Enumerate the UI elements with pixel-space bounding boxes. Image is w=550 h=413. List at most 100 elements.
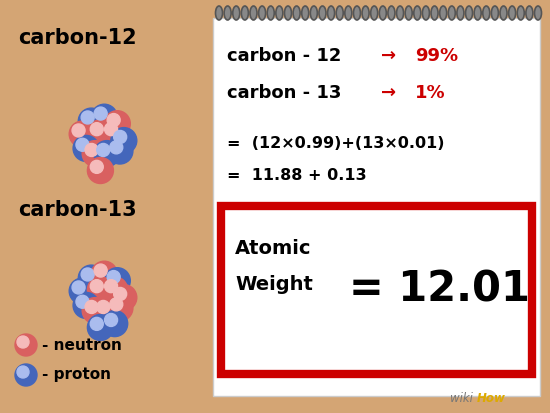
Ellipse shape: [422, 6, 430, 20]
Ellipse shape: [371, 6, 378, 20]
Ellipse shape: [414, 6, 421, 20]
Ellipse shape: [276, 6, 283, 20]
Ellipse shape: [319, 6, 326, 20]
Circle shape: [87, 120, 113, 146]
Circle shape: [107, 295, 133, 321]
Ellipse shape: [267, 6, 274, 20]
Circle shape: [73, 135, 99, 161]
Text: - proton: - proton: [42, 368, 111, 382]
Circle shape: [90, 317, 103, 330]
Ellipse shape: [302, 6, 309, 20]
Ellipse shape: [439, 6, 447, 20]
Circle shape: [94, 107, 107, 120]
Circle shape: [15, 364, 37, 386]
Circle shape: [104, 313, 118, 326]
Ellipse shape: [258, 6, 266, 20]
Circle shape: [87, 277, 113, 303]
Text: carbon - 13: carbon - 13: [227, 84, 342, 102]
Circle shape: [94, 140, 120, 166]
Circle shape: [76, 295, 89, 308]
Circle shape: [94, 298, 120, 324]
Circle shape: [78, 108, 104, 134]
Circle shape: [78, 265, 104, 291]
Circle shape: [102, 277, 128, 303]
Ellipse shape: [448, 6, 455, 20]
FancyBboxPatch shape: [221, 206, 532, 374]
Ellipse shape: [224, 6, 231, 20]
Circle shape: [73, 292, 99, 318]
Circle shape: [69, 278, 95, 304]
Text: How: How: [477, 392, 506, 405]
Text: wiki: wiki: [450, 392, 473, 405]
Circle shape: [87, 315, 113, 340]
Ellipse shape: [457, 6, 464, 20]
Text: =  (12×0.99)+(13×0.01): = (12×0.99)+(13×0.01): [227, 135, 444, 150]
Circle shape: [81, 111, 94, 124]
Text: 1%: 1%: [415, 84, 446, 102]
Text: Atomic: Atomic: [235, 238, 311, 257]
Circle shape: [15, 334, 37, 356]
Circle shape: [85, 143, 98, 157]
Ellipse shape: [336, 6, 343, 20]
Ellipse shape: [310, 6, 317, 20]
Circle shape: [102, 311, 128, 337]
Ellipse shape: [517, 6, 524, 20]
Ellipse shape: [535, 6, 542, 20]
Circle shape: [91, 104, 117, 130]
Text: - neutron: - neutron: [42, 337, 122, 353]
Circle shape: [114, 131, 126, 143]
Circle shape: [76, 138, 89, 151]
Circle shape: [17, 336, 29, 348]
Ellipse shape: [233, 6, 240, 20]
Text: carbon-12: carbon-12: [18, 28, 136, 48]
Text: Weight: Weight: [235, 275, 313, 294]
Circle shape: [104, 268, 130, 294]
Ellipse shape: [379, 6, 386, 20]
Text: carbon - 12: carbon - 12: [227, 47, 342, 65]
Ellipse shape: [483, 6, 490, 20]
Text: = 12.01: = 12.01: [349, 269, 530, 311]
Ellipse shape: [465, 6, 472, 20]
Ellipse shape: [405, 6, 412, 20]
Circle shape: [82, 140, 108, 166]
Circle shape: [110, 298, 123, 311]
Circle shape: [72, 281, 85, 294]
Circle shape: [111, 128, 137, 154]
Ellipse shape: [362, 6, 369, 20]
Ellipse shape: [345, 6, 352, 20]
Ellipse shape: [293, 6, 300, 20]
Ellipse shape: [328, 6, 334, 20]
Circle shape: [87, 157, 113, 183]
Text: carbon-13: carbon-13: [18, 200, 136, 220]
Circle shape: [91, 261, 117, 287]
Ellipse shape: [397, 6, 404, 20]
Circle shape: [97, 301, 110, 313]
Circle shape: [114, 287, 126, 301]
Circle shape: [72, 124, 85, 137]
Circle shape: [97, 143, 110, 157]
Circle shape: [104, 123, 118, 135]
Circle shape: [90, 280, 103, 293]
Circle shape: [90, 160, 103, 173]
Ellipse shape: [354, 6, 360, 20]
Text: =  11.88 + 0.13: = 11.88 + 0.13: [227, 169, 367, 183]
Ellipse shape: [284, 6, 292, 20]
Circle shape: [90, 123, 103, 135]
Ellipse shape: [250, 6, 257, 20]
Circle shape: [102, 120, 128, 146]
Circle shape: [107, 114, 120, 126]
Circle shape: [94, 264, 107, 277]
Circle shape: [82, 298, 108, 324]
Ellipse shape: [474, 6, 481, 20]
Ellipse shape: [509, 6, 516, 20]
Ellipse shape: [500, 6, 507, 20]
FancyBboxPatch shape: [213, 18, 540, 396]
Ellipse shape: [491, 6, 498, 20]
Text: →: →: [381, 47, 396, 65]
Text: →: →: [381, 84, 396, 102]
Circle shape: [111, 285, 137, 311]
Circle shape: [104, 111, 130, 137]
Ellipse shape: [241, 6, 249, 20]
Ellipse shape: [388, 6, 395, 20]
Ellipse shape: [431, 6, 438, 20]
